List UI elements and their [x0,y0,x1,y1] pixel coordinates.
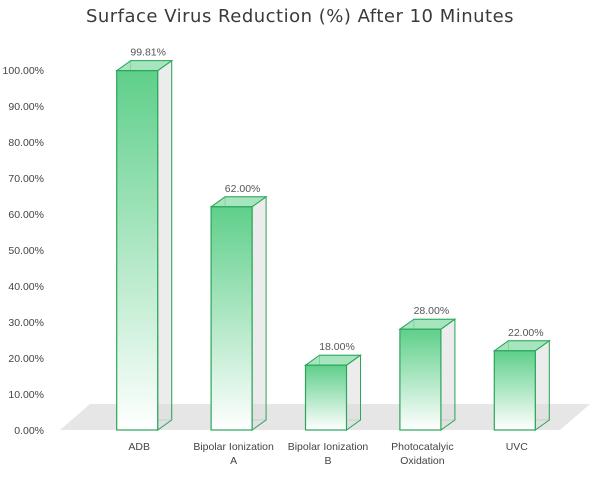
chart-title: Surface Virus Reduction (%) After 10 Min… [85,6,515,27]
data-label: 28.00% [414,305,450,317]
bar [209,195,268,431]
y-tick-label: 0.00% [14,425,44,437]
bar-front-face [116,70,159,431]
bar [115,59,174,431]
x-category-label-line: Photocatalyic [391,441,453,453]
x-category-label-line: A [230,455,237,467]
y-tick-label: 60.00% [8,209,44,221]
x-category-label: UVC [506,441,529,453]
bar-side-face [440,318,456,431]
bar [303,354,363,431]
x-category-label: Bipolar Ionization A [193,441,274,467]
y-tick-label: 10.00% [8,389,44,401]
x-category-label-line: ADB [128,441,150,453]
x-category-label: Bipolar Ionization B [288,441,369,467]
bar-front-face [399,328,442,431]
data-label: 99.81% [130,47,166,59]
bar [398,318,457,431]
x-category-label-line: UVC [506,441,529,453]
y-tick-label: 80.00% [8,137,44,149]
data-label: 22.00% [508,327,544,339]
x-category-label-line: Bipolar Ionization [193,441,274,453]
data-label: 18.00% [319,341,355,353]
bar-front-face [210,206,253,431]
y-tick-label: 70.00% [8,173,44,185]
x-category-label-line: Oxidation [400,455,445,467]
x-category-label-line: B [324,455,331,467]
bar-side-face [251,195,267,431]
bar-side-face [534,339,550,431]
bar-side-face [157,59,173,431]
y-tick-label: 90.00% [8,101,44,113]
bar-side-face [346,354,361,431]
bar [492,339,551,431]
y-tick-label: 50.00% [8,245,44,257]
x-category-label: ADB [128,441,150,453]
y-tick-label: 100.00% [3,65,44,77]
data-label: 62.00% [225,183,261,195]
y-tick-label: 40.00% [8,281,44,293]
y-tick-label: 20.00% [8,353,44,365]
x-category-label-line: Bipolar Ionization [288,441,369,453]
x-category-label: Photocatalyic Oxidation [391,441,453,467]
bar-front-face [493,350,536,431]
y-tick-label: 30.00% [8,317,44,329]
bar-front-face [304,364,348,431]
